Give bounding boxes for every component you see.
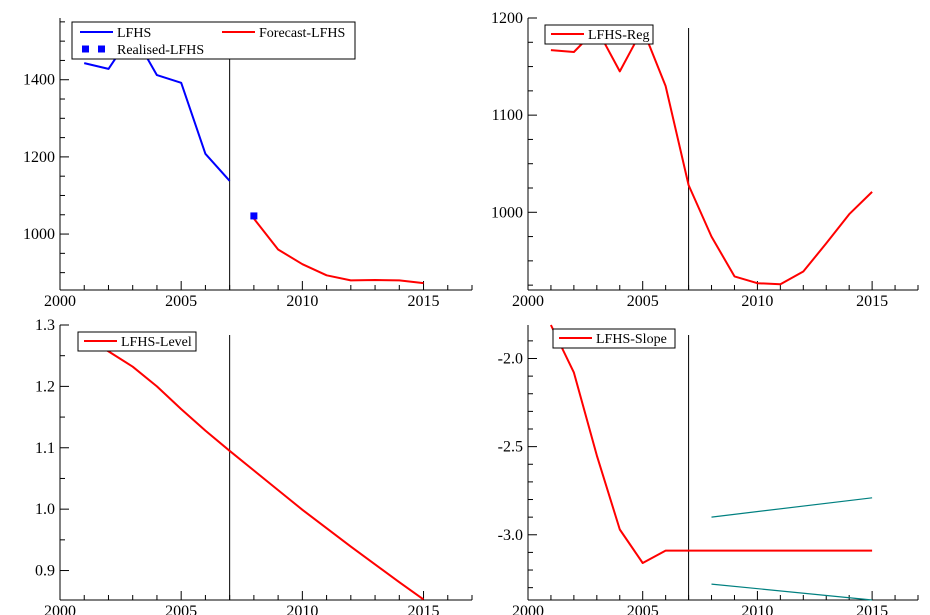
legend-label-lfhs-level: LFHS-Level [121, 335, 192, 350]
y-tick-label: 1.1 [35, 440, 55, 457]
lfhs-slope-line [549, 324, 873, 564]
y-tick-label: 1.0 [35, 501, 55, 518]
panel-lfhs-level: 2000 2005 2010 2015 0.9 1.0 1.1 1.2 1.3 LFHS-Leve… [35, 317, 473, 615]
x-tick-label: 2010 [741, 603, 773, 615]
y-tick-label: 1200 [23, 149, 55, 166]
y-tick-label: 0.9 [35, 563, 55, 580]
x-tick-label: 2010 [286, 603, 318, 615]
x-tick-label: 2000 [44, 293, 76, 310]
y-tick-label: 1100 [492, 107, 523, 124]
panel-lfhs-slope: 2000 2005 2010 2015 -3.0 -2.5 -2.0 LFHS-Slope [498, 324, 919, 615]
y-tick-label: 1.3 [35, 317, 55, 334]
x-tick-label: 2010 [286, 293, 318, 310]
x-tick-label: 2015 [856, 603, 888, 615]
forecast-lfhs-line [253, 217, 424, 285]
x-tick-label: 2005 [627, 293, 659, 310]
x-tick-label: 2005 [627, 603, 659, 615]
x-tick-label: 2000 [512, 603, 544, 615]
y-tick-label: 1000 [491, 204, 523, 221]
x-tick-label: 2015 [408, 293, 440, 310]
x-tick-label: 2000 [44, 603, 76, 615]
legend-label-lfhs-slope: LFHS-Slope [596, 332, 667, 347]
legend-marker-points [98, 45, 105, 53]
x-tick-label: 2005 [165, 293, 197, 310]
legend-label-lfhs: LFHS [117, 26, 151, 41]
legend-label-realised-lfhs: Realised-LFHS [117, 43, 204, 58]
y-tick-label: -2.0 [498, 350, 523, 367]
band-1-line [711, 497, 873, 518]
legend-box [544, 24, 654, 45]
y-tick-label: -3.0 [498, 527, 523, 544]
legend-label-lfhs-reg: LFHS-Reg [588, 28, 649, 43]
y-tick-label: 1400 [23, 72, 55, 89]
realised-lfhs-point [250, 212, 258, 220]
lfhs-line [83, 31, 231, 182]
x-tick-label: 2015 [856, 293, 888, 310]
legend-box [77, 331, 197, 352]
legend-marker-points [82, 45, 89, 53]
x-tick-label: 2015 [408, 603, 440, 615]
legend-box [71, 21, 356, 60]
y-tick-label: 1200 [491, 10, 523, 27]
legend-box [552, 328, 676, 349]
panel-lfhs-reg: 2000 2005 2010 2015 1000 1100 1200 LFHS-Reg [491, 10, 919, 310]
legend-label-forecast-lfhs: Forecast-LFHS [259, 26, 345, 41]
band-2-line [711, 583, 873, 601]
lfhs-level-line [83, 336, 425, 601]
lfhs-reg-line [550, 27, 873, 286]
y-tick-label: 1000 [23, 226, 55, 243]
x-tick-label: 2010 [741, 293, 773, 310]
y-tick-label: 1.2 [35, 378, 55, 395]
x-tick-label: 2005 [165, 603, 197, 615]
x-tick-label: 2000 [512, 293, 544, 310]
y-tick-label: -2.5 [498, 439, 523, 456]
panel-lfhs-forecast: 2000 2005 2010 2015 1000 1200 1400 LFHS Forecast… [23, 18, 473, 310]
